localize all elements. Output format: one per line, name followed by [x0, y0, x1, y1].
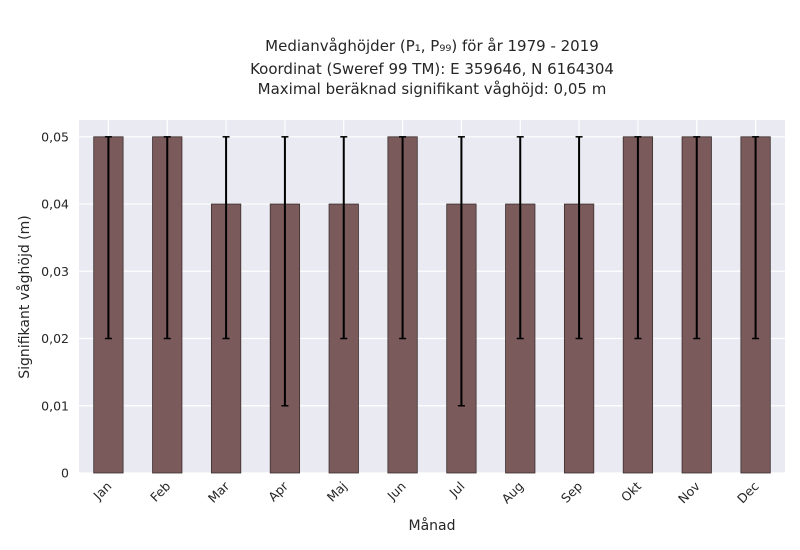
plot-area [79, 120, 785, 473]
x-tick-label-okt: Okt [618, 478, 644, 504]
error-bar-jun [399, 136, 407, 340]
x-tick-label-dec: Dec [734, 478, 762, 506]
chart-title-line-1: Medianvåghöjder (P₁, P₉₉) för år 1979 - … [265, 37, 599, 55]
error-bar-okt [634, 136, 642, 340]
x-tick-label-jan: Jan [90, 479, 115, 504]
error-bar-feb [163, 136, 171, 340]
error-bar-jul [457, 136, 465, 407]
y-axis-label: Signifikant våghöjd (m) [16, 215, 33, 378]
x-tick-label-jun: Jun [384, 479, 409, 504]
x-tick-label-jul: Jul [446, 479, 468, 501]
x-tick-label-maj: Maj [324, 479, 350, 505]
error-bar-jan [104, 136, 112, 340]
y-tick-label: 0,04 [41, 197, 69, 212]
y-tick-label: 0 [61, 466, 69, 481]
x-axis-ticks: Jan Feb Mar Apr Maj Jun Jul Aug Sep Okt Nov Dec [90, 478, 762, 506]
error-bar-dec [752, 136, 760, 340]
y-tick-label: 0,03 [41, 264, 69, 279]
x-tick-label-aug: Aug [498, 479, 526, 507]
error-bar-sep [575, 136, 583, 340]
error-bar-nov [693, 136, 701, 340]
x-tick-label-feb: Feb [147, 478, 173, 504]
error-bar-maj [340, 136, 348, 340]
error-bar-aug [516, 136, 524, 340]
x-axis-label: Månad [409, 517, 456, 534]
chart-title-line-3: Maximal beräknad signifikant våghöjd: 0,… [258, 80, 607, 98]
x-tick-label-apr: Apr [265, 478, 292, 505]
y-tick-label: 0,02 [41, 331, 69, 346]
y-tick-label: 0,01 [41, 398, 69, 413]
error-bar-mar [222, 136, 230, 340]
x-tick-label-sep: Sep [558, 478, 585, 505]
error-bar-apr [281, 136, 289, 407]
y-tick-label: 0,05 [41, 129, 69, 144]
chart-title: Medianvåghöjder (P₁, P₉₉) för år 1979 - … [250, 37, 614, 98]
error-bars [104, 136, 760, 407]
y-axis-ticks: 0 0,01 0,02 0,03 0,04 0,05 [41, 129, 69, 480]
chart-title-line-2: Koordinat (Sweref 99 TM): E 359646, N 61… [250, 60, 614, 78]
x-tick-label-mar: Mar [205, 478, 233, 506]
x-tick-label-nov: Nov [675, 478, 703, 506]
